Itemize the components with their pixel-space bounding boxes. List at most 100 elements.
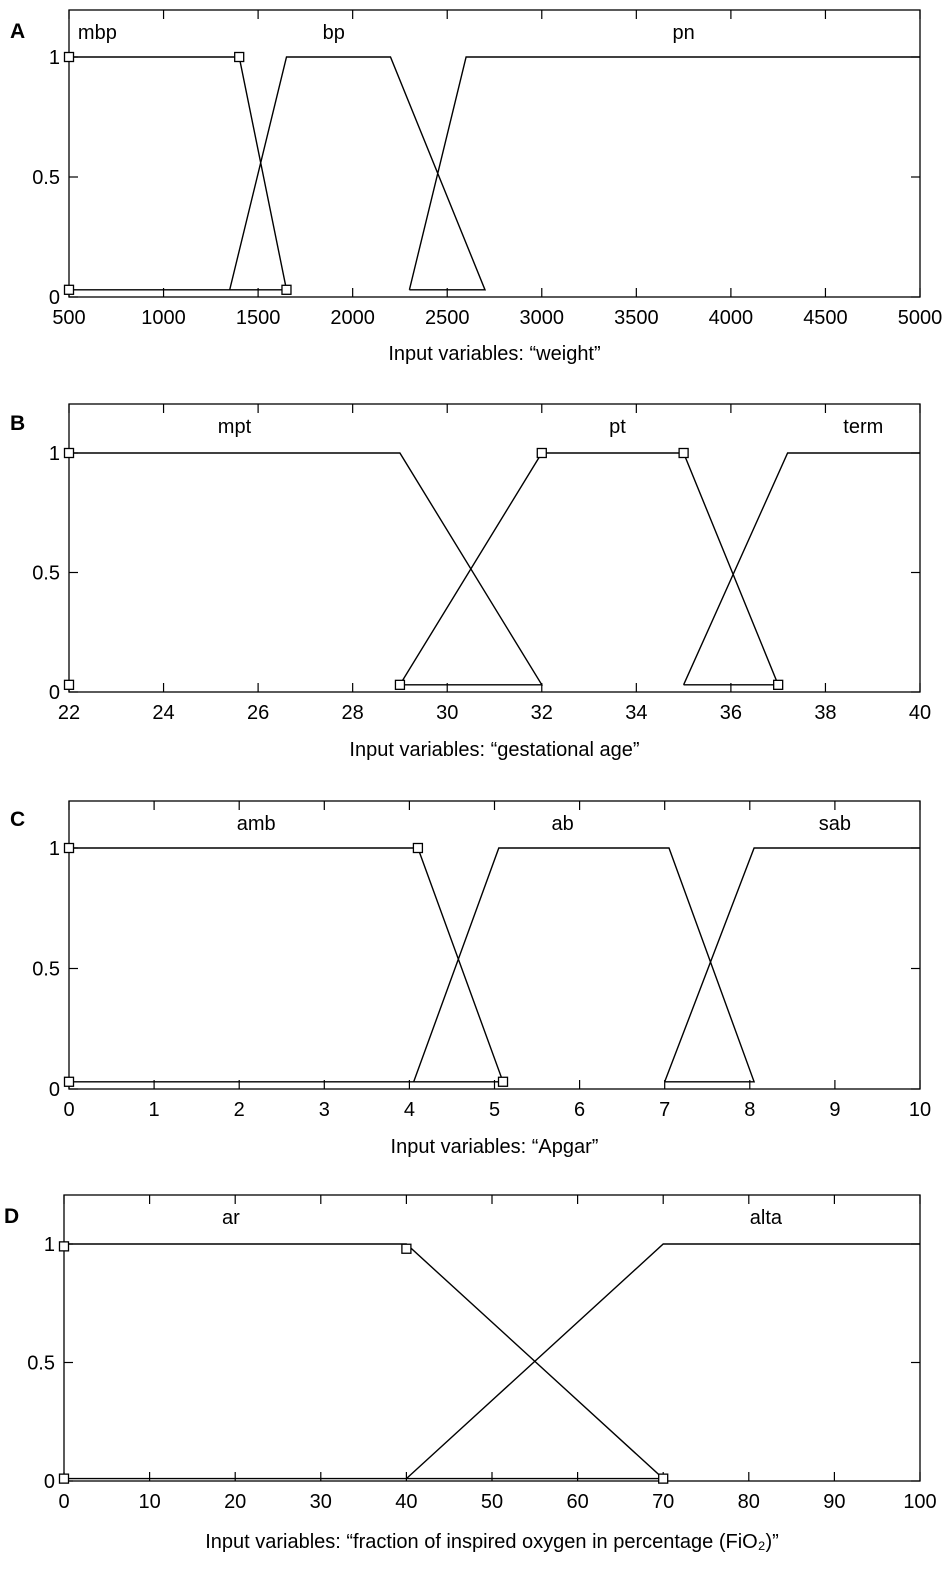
square-marker: [58, 1473, 70, 1484]
x-tick-label: 90: [823, 1491, 845, 1513]
x-tick-label: 1500: [236, 307, 281, 329]
set-label-pt: pt: [609, 416, 626, 438]
square-marker: [281, 284, 292, 295]
x-tick-label: 5000: [898, 307, 943, 329]
x-tick-label: 500: [52, 307, 85, 329]
square-marker: [497, 1076, 509, 1087]
x-tick-label: 4: [404, 1099, 415, 1121]
x-tick-label: 9: [829, 1099, 840, 1121]
x-tick-label: 1: [149, 1099, 160, 1121]
panel-d: D 0 10 20 30 40 50 60 70 80 90 100 0 0.5 1 ar alta Input …: [4, 1194, 937, 1553]
x-tick-label: 2500: [425, 307, 470, 329]
x-axis-label: Input variables: “Apgar”: [391, 1136, 599, 1158]
x-tick-label: 2: [234, 1099, 245, 1121]
x-tick-label: 26: [247, 702, 269, 724]
x-axis-label: Input variables: “fraction of inspired o…: [205, 1531, 779, 1553]
square-marker: [401, 1243, 412, 1254]
square-marker: [678, 447, 689, 459]
square-marker: [63, 1076, 75, 1087]
x-tick-label: 30: [310, 1491, 332, 1513]
y-tick-label: 1: [49, 838, 60, 860]
x-tick-label: 20: [224, 1491, 246, 1513]
y-tick-label: 1: [49, 47, 60, 69]
y-tick-label: 0: [49, 682, 60, 704]
panel-letter: B: [10, 412, 25, 435]
plot-frame: [63, 1194, 921, 1482]
membership-line-pt: [399, 452, 780, 686]
x-tick-label: 2000: [330, 307, 375, 329]
x-tick-label: 24: [152, 702, 174, 724]
set-label-pn: pn: [672, 22, 694, 44]
y-tick-label: 0.5: [32, 959, 60, 981]
square-marker: [394, 679, 406, 690]
y-tick-label: 1: [49, 443, 60, 465]
square-marker: [63, 679, 75, 690]
y-tick-label: 0: [44, 1471, 55, 1493]
set-label-alta: alta: [750, 1207, 783, 1229]
x-tick-label: 36: [720, 702, 742, 724]
panel-a: A 500 1000 1500 2000 2500 3000 3500 4000 4500 5000…: [10, 9, 943, 365]
x-axis-label: Input variables: “gestational age”: [349, 739, 639, 761]
x-tick-label: 80: [738, 1491, 760, 1513]
set-label-term: term: [843, 416, 883, 438]
set-label-amb: amb: [237, 813, 276, 835]
y-tick-label: 0: [49, 1079, 60, 1101]
x-tick-label: 100: [903, 1491, 936, 1513]
y-tick-label: 0.5: [32, 563, 60, 585]
x-tick-label: 1000: [141, 307, 186, 329]
membership-line-alta: [405, 1243, 920, 1480]
set-label-bp: bp: [323, 22, 345, 44]
membership-line-term: [682, 452, 920, 686]
plot-frame: [68, 9, 921, 298]
square-marker: [63, 842, 75, 854]
membership-line-pn: [408, 56, 920, 290]
membership-line-bp: [229, 56, 487, 291]
y-tick-label: 0.5: [27, 1353, 55, 1375]
x-tick-label: 60: [566, 1491, 588, 1513]
x-tick-label: 50: [481, 1491, 503, 1513]
x-tick-label: 4500: [803, 307, 848, 329]
square-marker: [58, 1241, 70, 1252]
x-tick-label: 5: [489, 1099, 500, 1121]
set-label-mbp: mbp: [78, 22, 117, 44]
set-label-ar: ar: [222, 1207, 240, 1229]
x-tick-label: 0: [58, 1491, 69, 1513]
y-tick-label: 0: [49, 287, 60, 309]
x-tick-label: 4000: [709, 307, 754, 329]
x-tick-label: 10: [909, 1099, 931, 1121]
plot-frame: [68, 403, 921, 693]
x-tick-label: 3500: [614, 307, 659, 329]
x-tick-label: 3: [319, 1099, 330, 1121]
panel-b: B 22 24 26 28 30 32 34 36 38 40 0 0.5 1 mpt pt term Input…: [10, 403, 931, 761]
x-tick-label: 40: [909, 702, 931, 724]
x-tick-label: 40: [395, 1491, 417, 1513]
membership-line-mbp: [69, 56, 288, 291]
x-tick-label: 34: [625, 702, 647, 724]
square-marker: [234, 51, 245, 63]
membership-line-amb: [69, 847, 504, 1083]
x-tick-label: 38: [814, 702, 836, 724]
membership-line-sab: [664, 847, 920, 1083]
square-marker: [412, 842, 424, 854]
x-axis-label: Input variables: “weight”: [388, 343, 600, 365]
x-tick-label: 22: [58, 702, 80, 724]
x-tick-label: 7: [659, 1099, 670, 1121]
x-tick-label: 28: [342, 702, 364, 724]
square-marker: [773, 679, 784, 690]
panel-letter: D: [4, 1205, 19, 1228]
x-tick-label: 6: [574, 1099, 585, 1121]
square-marker: [536, 447, 547, 459]
x-tick-label: 8: [744, 1099, 755, 1121]
x-tick-label: 0: [63, 1099, 74, 1121]
x-tick-label: 30: [436, 702, 458, 724]
square-marker: [63, 447, 75, 459]
x-tick-label: 10: [138, 1491, 160, 1513]
y-tick-label: 1: [44, 1234, 55, 1256]
set-label-mpt: mpt: [218, 416, 252, 438]
plot-frame: [68, 800, 921, 1090]
set-label-ab: ab: [551, 813, 573, 835]
square-marker: [658, 1473, 669, 1484]
x-tick-label: 70: [652, 1491, 674, 1513]
x-tick-label: 3000: [520, 307, 565, 329]
